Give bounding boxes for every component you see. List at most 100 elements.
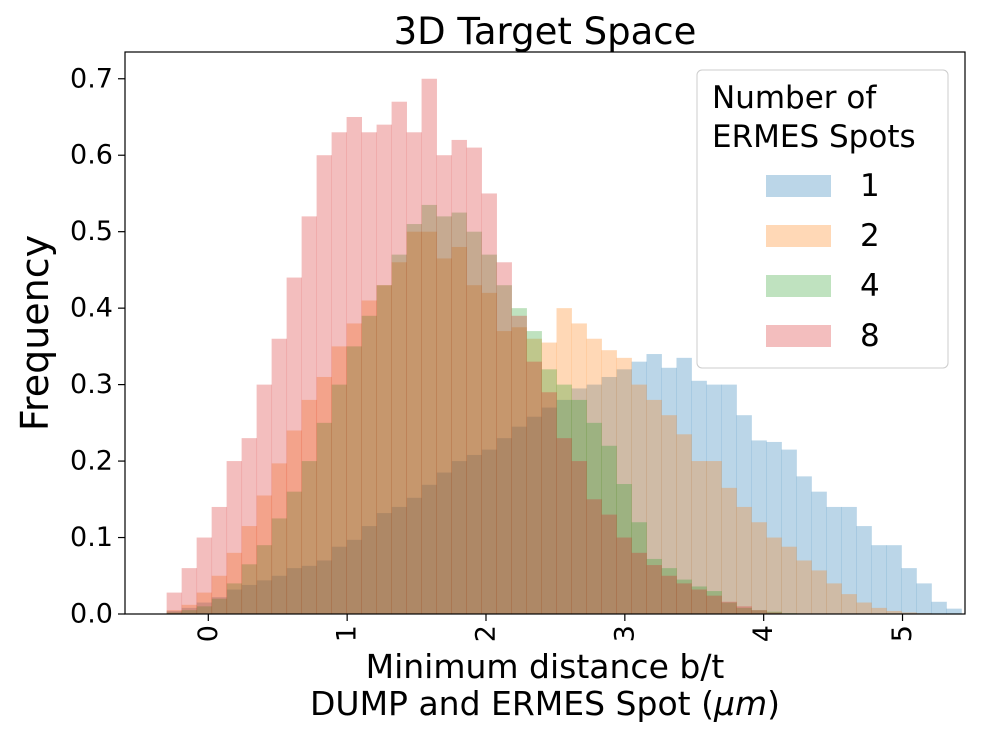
bar-series-1-bin-38	[736, 415, 752, 614]
bar-series-8-bin-16	[406, 132, 422, 615]
bar-series-8-bin-2	[196, 537, 213, 614]
bar-series-8-bin-9	[301, 216, 318, 614]
bar-series-2-bin-31	[631, 384, 647, 614]
bar-series-8-bin-29	[601, 514, 617, 614]
bar-series-1-bin-0	[166, 610, 183, 614]
bar-series-4-bin-18	[436, 216, 452, 614]
bar-series-1-bin-9	[301, 565, 318, 614]
bar-series-2-bin-7	[271, 463, 288, 614]
bar-series-8-bin-36	[706, 595, 722, 614]
x-axis-label-prefix: DUMP and ERMES Spot (	[310, 684, 714, 723]
x-tick-label: 5	[887, 625, 918, 642]
bar-series-2-bin-3	[211, 575, 228, 614]
x-axis-label-unit: μm	[713, 684, 767, 723]
bar-series-4-bin-4	[226, 583, 243, 614]
legend: Number of ERMES Spots 1 2 4 8	[696, 69, 949, 369]
bar-series-2-bin-37	[721, 487, 737, 614]
bar-series-1-bin-31	[631, 361, 647, 614]
legend-swatch-4	[766, 275, 831, 297]
bar-series-2-bin-39	[751, 522, 767, 614]
bar-series-1-bin-21	[481, 449, 497, 614]
bar-series-1-bin-3	[211, 597, 228, 614]
bar-series-2-bin-17	[421, 231, 437, 614]
bar-series-1-bin-35	[691, 380, 707, 614]
bar-series-1-bin-22	[496, 438, 512, 614]
bar-series-4-bin-24	[526, 331, 542, 614]
bar-series-1-bin-39	[751, 440, 767, 614]
bar-series-8-bin-3	[211, 506, 228, 614]
y-tick-label: 0.6	[70, 140, 113, 171]
bar-series-4-bin-1	[181, 610, 198, 614]
bar-series-2-bin-45	[841, 594, 857, 614]
bar-series-2-bin-21	[481, 292, 497, 614]
bar-series-2-bin-22	[496, 331, 512, 614]
bar-series-2-bin-29	[601, 350, 617, 614]
series-4-bars	[166, 204, 797, 615]
bar-series-2-bin-34	[676, 434, 692, 614]
bar-series-8-bin-8	[286, 277, 303, 614]
bar-series-1-bin-29	[601, 376, 617, 614]
bar-series-1-bin-30	[616, 369, 632, 614]
bar-series-2-bin-48	[886, 610, 902, 614]
legend-label-2: 2	[860, 218, 880, 254]
bar-series-2-bin-10	[316, 376, 332, 614]
bar-series-2-bin-46	[856, 602, 872, 614]
y-tick-label: 0.4	[70, 293, 113, 324]
bar-series-8-bin-35	[691, 589, 707, 614]
y-axis-label: Frequency	[13, 235, 57, 431]
legend-swatch-8	[766, 325, 831, 347]
y-tick-label: 0.2	[70, 446, 113, 477]
bar-series-1-bin-19	[451, 461, 467, 614]
bar-series-2-bin-27	[571, 323, 587, 614]
bar-series-8-bin-15	[391, 101, 407, 614]
bar-series-1-bin-34	[676, 357, 692, 614]
bar-series-1-bin-37	[721, 384, 737, 614]
bar-series-1-bin-6	[256, 580, 273, 614]
legend-box	[696, 69, 949, 369]
bar-series-2-bin-0	[166, 610, 183, 614]
bar-series-1-bin-20	[466, 454, 482, 614]
bar-series-1-bin-46	[856, 526, 872, 614]
bar-series-1-bin-14	[376, 513, 392, 614]
bar-series-4-bin-19	[451, 212, 467, 614]
bar-series-1-bin-27	[571, 388, 587, 614]
bar-series-2-bin-49	[901, 612, 917, 614]
bar-series-8-bin-31	[631, 552, 647, 614]
bar-series-2-bin-11	[331, 346, 347, 614]
legend-label-1: 1	[860, 168, 880, 204]
bar-series-8-bin-24	[526, 361, 542, 614]
bar-series-1-bin-10	[316, 560, 332, 614]
bar-series-2-bin-9	[301, 399, 318, 614]
bar-series-4-bin-33	[661, 568, 677, 614]
bar-series-4-bin-3	[211, 598, 228, 614]
bar-series-1-bin-25	[541, 407, 557, 614]
bar-series-2-bin-38	[736, 506, 752, 614]
bar-series-8-bin-5	[241, 438, 258, 614]
bar-series-4-bin-32	[646, 558, 662, 614]
bar-series-4-bin-25	[541, 369, 557, 614]
bar-series-1-bin-12	[346, 539, 362, 614]
bar-series-2-bin-26	[556, 308, 572, 614]
bar-series-8-bin-18	[436, 155, 452, 614]
bar-series-1-bin-33	[661, 367, 677, 614]
bar-series-2-bin-24	[526, 338, 542, 614]
bar-series-1-bin-7	[271, 575, 288, 614]
bar-series-1-bin-26	[556, 399, 572, 614]
x-axis-label-suffix: )	[767, 684, 780, 723]
chart-title: 3D Target Space	[394, 10, 697, 53]
bar-series-8-bin-14	[376, 124, 392, 614]
bar-series-2-bin-12	[346, 323, 362, 614]
bar-series-4-bin-23	[511, 308, 527, 614]
bar-series-2-bin-43	[811, 570, 827, 614]
bar-series-4-bin-37	[721, 602, 737, 614]
x-tick-label: 4	[748, 625, 779, 642]
bar-series-2-bin-33	[661, 415, 677, 614]
legend-swatch-2	[766, 225, 831, 247]
legend-label-8: 8	[860, 318, 880, 354]
bar-series-1-bin-41	[781, 449, 797, 614]
bar-series-2-bin-19	[451, 246, 467, 615]
bar-series-8-bin-40	[766, 612, 782, 614]
y-tick-label: 0.5	[70, 216, 113, 247]
bar-series-2-bin-32	[646, 399, 662, 614]
bar-series-1-bin-15	[391, 506, 407, 614]
